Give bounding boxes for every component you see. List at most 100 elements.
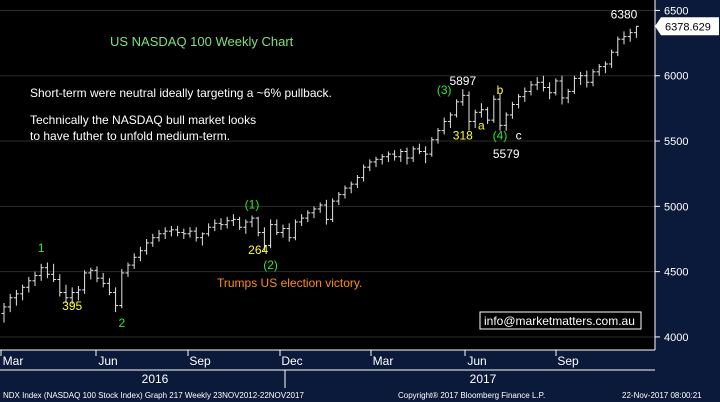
ohlc-bar [503, 112, 509, 131]
ohlc-bar [69, 287, 75, 305]
last-price-tag [655, 17, 719, 36]
wave-label: 2 [118, 316, 125, 330]
ohlc-bar [237, 216, 243, 230]
ohlc-bar [367, 159, 373, 172]
ohlc-bar [119, 269, 125, 309]
ohlc-bar [32, 271, 38, 287]
ohlc-bar [274, 219, 280, 236]
ohlc-bar [578, 71, 584, 85]
wave-label: (2) [263, 258, 278, 272]
wave-label: 6380 [611, 7, 638, 21]
contact-email[interactable]: info@marketmatters.com.au [484, 314, 635, 328]
wave-label: 5897 [449, 74, 476, 88]
ohlc-bar [224, 216, 230, 229]
wave-label: (1) [245, 197, 260, 211]
x-tick-label: Jun [467, 354, 486, 368]
ohlc-bar [317, 202, 323, 213]
ohlc-bar [280, 224, 286, 238]
wave-label: a [478, 118, 485, 132]
wave-label: 395 [62, 299, 82, 313]
election-note: Trumps US election victory. [217, 276, 362, 290]
ohlc-bar [565, 88, 571, 104]
ohlc-bar [478, 103, 484, 118]
footer-copyright: Copyright® 2017 Bloomberg Finance L.P. [398, 391, 545, 400]
ohlc-bar [596, 63, 602, 76]
x-tick-label: Dec [281, 354, 302, 368]
ohlc-bar [404, 147, 410, 165]
ohlc-bar [51, 263, 57, 283]
ohlc-bar [348, 181, 354, 194]
ohlc-bar [311, 206, 317, 219]
ohlc-bar [522, 87, 528, 102]
y-tick-label: 5000 [664, 201, 688, 213]
x-tick-label: Mar [3, 354, 24, 368]
x-axis: Mar Jun Sep Dec Mar Jun Sep 2016 2017 [0, 349, 655, 388]
ohlc-bar [472, 109, 478, 128]
ohlc-bar [373, 156, 379, 168]
ohlc-bar [330, 198, 336, 223]
ohlc-bar [379, 154, 385, 165]
ohlc-bar [75, 286, 81, 301]
ohlc-bar [187, 227, 193, 238]
ohlc-bar [584, 70, 590, 88]
ohlc-bar [113, 287, 119, 313]
ohlc-bar [292, 219, 298, 241]
ohlc-bar [429, 137, 435, 157]
ohlc-bar [286, 223, 292, 242]
note-line-2: Technically the NASDAQ bull market looks [30, 113, 256, 127]
ohlc-bar [466, 91, 472, 131]
ohlc-bar [181, 228, 187, 239]
ohlc-bar [193, 227, 199, 242]
wave-label: 264 [248, 243, 268, 257]
note-line-1: Short-term were neutral ideally targetin… [30, 86, 332, 100]
wave-label: 5579 [493, 147, 520, 161]
ohlc-bar [609, 49, 615, 68]
ohlc-bar [454, 99, 460, 118]
ohlc-bar [553, 78, 559, 96]
x-tick-label: Sep [189, 354, 211, 368]
ohlc-bar [230, 214, 236, 226]
ohlc-bar [175, 225, 181, 237]
ohlc-bar [38, 263, 44, 281]
ohlc-bar [615, 36, 621, 57]
wave-label: 1 [38, 241, 45, 255]
ohlc-bar [534, 77, 540, 91]
footer-timestamp: 22-Nov-2017 08:00:21 [622, 391, 702, 400]
ohlc-bar [7, 293, 13, 313]
year-label: 2017 [470, 372, 497, 386]
ohlc-bar [398, 148, 404, 162]
ohlc-bar [106, 278, 112, 296]
ohlc-bar [94, 266, 100, 283]
ohlc-bar [144, 238, 150, 255]
ohlc-bar [571, 75, 577, 95]
y-tick-label: 6000 [664, 71, 688, 83]
ohlc-bar [416, 143, 422, 155]
wave-labels: 1 395 2 (1) 264(2) (3)5897 b a 318 (4) c 5579 6380 [38, 7, 638, 330]
ohlc-bar [168, 225, 174, 237]
ohlc-bar [528, 80, 534, 96]
ohlc-bar [392, 150, 398, 161]
x-tick-label: Sep [557, 354, 579, 368]
ohlc-bar [218, 218, 224, 230]
ohlc-bar [57, 274, 63, 297]
ohlc-bar [485, 107, 491, 125]
ohlc-bar [26, 276, 32, 293]
ohlc-bars [1, 25, 639, 323]
ohlc-bar [497, 94, 503, 131]
ohlc-bar [156, 229, 162, 242]
ohlc-bar [361, 164, 367, 182]
ohlc-bar [150, 233, 156, 247]
ohlc-bar [299, 214, 305, 226]
contact-box [479, 311, 642, 330]
ohlc-bar [323, 199, 329, 225]
ohlc-bar [516, 94, 522, 109]
x-tick-label: Jun [98, 354, 117, 368]
ohlc-bar [410, 146, 416, 162]
gridlines [0, 9, 655, 338]
ohlc-bar [441, 117, 447, 135]
ohlc-bar [20, 284, 26, 301]
ohlc-bar [206, 223, 212, 237]
wave-label: b [497, 83, 504, 97]
ohlc-bar [88, 267, 94, 280]
